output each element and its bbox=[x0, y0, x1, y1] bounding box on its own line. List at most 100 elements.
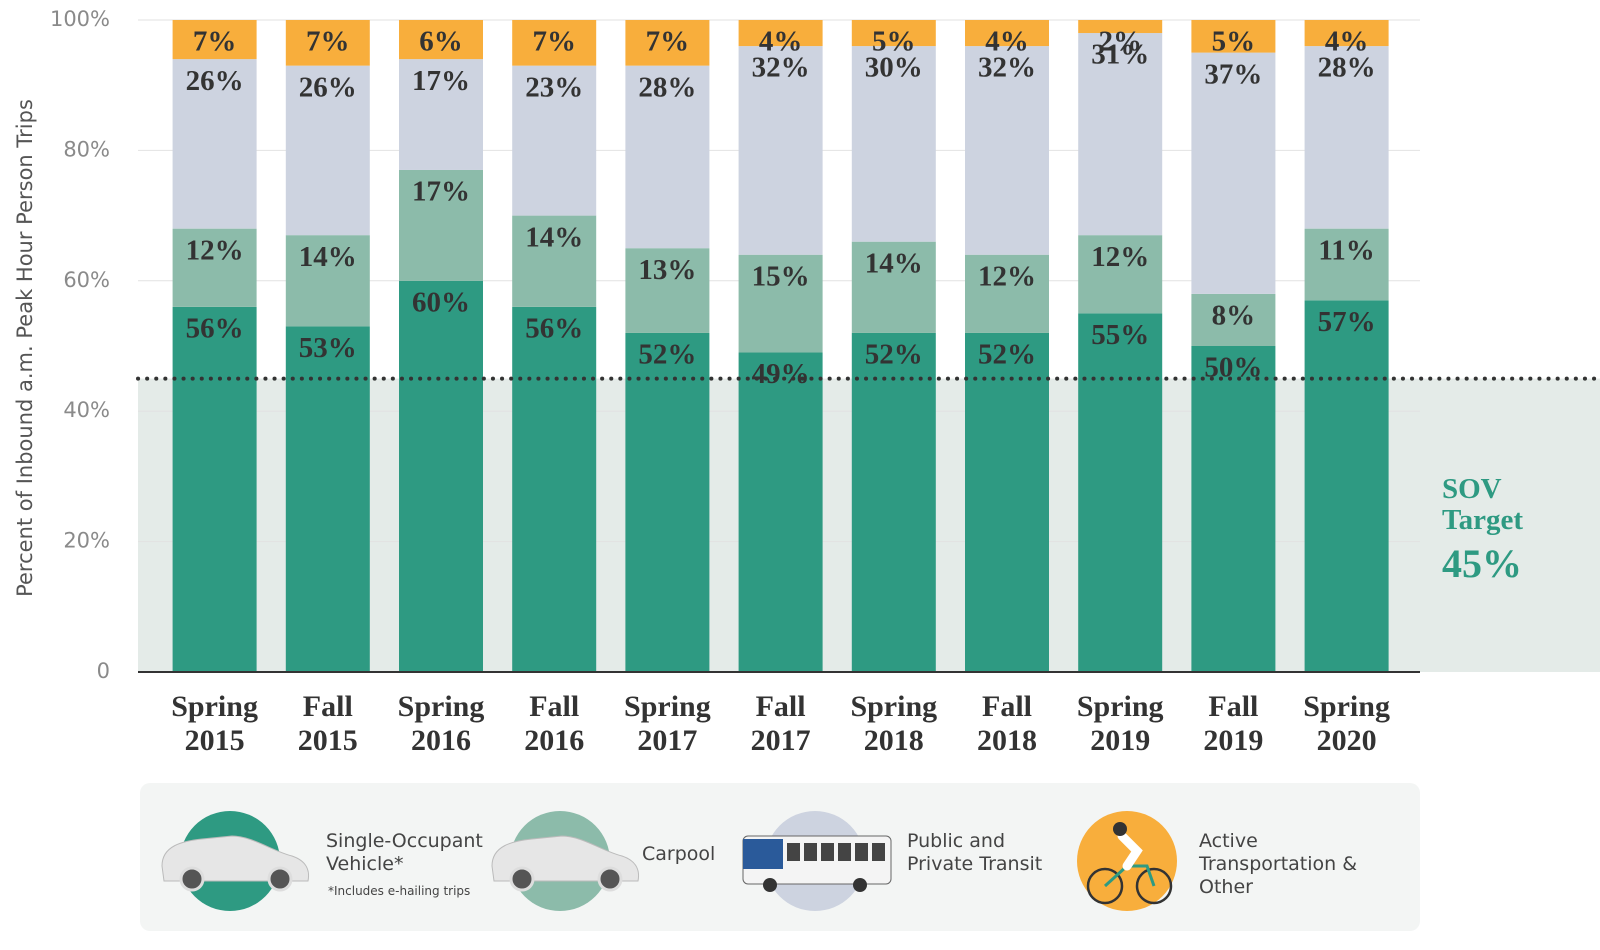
wheel bbox=[597, 866, 623, 892]
bar-segment bbox=[1078, 20, 1163, 34]
value-label: 26% bbox=[186, 65, 244, 97]
value-label: 15% bbox=[752, 260, 810, 292]
value-label: 4% bbox=[759, 26, 803, 58]
x-tick-label: Fall 2016 bbox=[524, 690, 585, 757]
value-label: 14% bbox=[525, 221, 583, 253]
wheel bbox=[267, 866, 293, 892]
x-tick-label: Fall 2018 bbox=[977, 690, 1037, 757]
bar-segment bbox=[512, 215, 597, 307]
bar-segment bbox=[1078, 313, 1163, 672]
legend-label: Public and Private Transit bbox=[907, 830, 1043, 875]
value-label: 8% bbox=[1212, 299, 1256, 331]
bar-segment bbox=[625, 20, 710, 66]
bar-segment bbox=[738, 254, 823, 353]
value-label: 57% bbox=[1318, 306, 1376, 338]
x-tick-label: Fall 2017 bbox=[750, 690, 811, 757]
bike-wheel bbox=[1135, 867, 1173, 905]
bar-segment bbox=[1191, 293, 1276, 346]
value-label: 14% bbox=[865, 247, 923, 279]
bar-segment bbox=[285, 20, 370, 66]
value-label: 32% bbox=[978, 52, 1036, 84]
value-label: 50% bbox=[1204, 352, 1262, 384]
value-label: 12% bbox=[978, 260, 1036, 292]
bar-segment bbox=[965, 46, 1049, 255]
bus-window bbox=[787, 843, 800, 861]
y-tick-label: 20% bbox=[63, 529, 110, 553]
x-tick-label: Fall 2019 bbox=[1203, 690, 1264, 757]
y-axis-title: Percent of Inbound a.m. Peak Hour Person… bbox=[13, 99, 37, 597]
bar-segment bbox=[512, 65, 597, 216]
bus-window bbox=[838, 843, 851, 861]
value-label: 11% bbox=[1318, 234, 1374, 266]
bar-segment bbox=[285, 326, 370, 672]
bar-segment bbox=[851, 241, 936, 333]
bar-segment bbox=[965, 254, 1049, 333]
bar-segment bbox=[399, 20, 483, 60]
wheel bbox=[763, 878, 777, 892]
value-label: 7% bbox=[193, 26, 237, 58]
bar-segment bbox=[738, 46, 823, 255]
value-label: 60% bbox=[412, 286, 470, 318]
value-label: 7% bbox=[646, 26, 690, 58]
legend-note: *Includes e-hailing trips bbox=[328, 884, 471, 898]
bar-segment bbox=[172, 228, 257, 307]
bar-segment bbox=[512, 20, 597, 66]
bar-segment bbox=[285, 65, 370, 236]
value-label: 52% bbox=[865, 339, 923, 371]
bar-segment bbox=[851, 332, 936, 672]
bar-segment bbox=[399, 59, 483, 170]
bar-segment bbox=[285, 235, 370, 327]
value-label: 5% bbox=[1212, 26, 1256, 58]
wheel bbox=[179, 866, 205, 892]
value-label: 56% bbox=[186, 313, 244, 345]
x-tick-label: Spring 2016 bbox=[397, 690, 485, 757]
value-label: 5% bbox=[872, 26, 916, 58]
bar-segment bbox=[1304, 228, 1389, 301]
bar-segment bbox=[399, 169, 483, 281]
value-label: 28% bbox=[638, 71, 696, 103]
x-tick-label: Fall 2015 bbox=[297, 690, 358, 757]
bar-segment bbox=[965, 20, 1049, 47]
y-tick-label: 40% bbox=[63, 398, 110, 422]
bar-segment bbox=[172, 59, 257, 229]
bar-segment bbox=[1191, 20, 1276, 53]
bus-window bbox=[872, 843, 885, 861]
rider bbox=[1117, 831, 1143, 871]
value-label: 12% bbox=[1091, 241, 1149, 273]
bike-wheel bbox=[1086, 867, 1124, 905]
x-tick-label: Spring 2015 bbox=[171, 690, 258, 757]
value-label: 49% bbox=[752, 358, 810, 390]
value-label: 52% bbox=[978, 339, 1036, 371]
target-value: 45% bbox=[1442, 541, 1522, 586]
value-label: 53% bbox=[299, 332, 357, 364]
bar-segment bbox=[738, 20, 823, 47]
value-label: 56% bbox=[525, 313, 583, 345]
x-tick-label: Spring 2019 bbox=[1076, 690, 1164, 757]
value-label: 4% bbox=[1325, 26, 1369, 58]
value-label: 4% bbox=[985, 26, 1029, 58]
value-label: 17% bbox=[412, 65, 470, 97]
y-tick-label: 80% bbox=[63, 137, 110, 161]
rider-head bbox=[1113, 822, 1127, 836]
bar-segment bbox=[738, 352, 823, 672]
bars bbox=[172, 20, 1389, 672]
legend-label: Carpool bbox=[642, 843, 716, 865]
bar-segment bbox=[965, 332, 1049, 672]
bus-window bbox=[855, 843, 868, 861]
value-label: 26% bbox=[299, 71, 357, 103]
value-label: 7% bbox=[532, 26, 576, 58]
value-label: 7% bbox=[306, 26, 350, 58]
target-label: SOV Target bbox=[1442, 473, 1524, 536]
value-label: 30% bbox=[865, 52, 923, 84]
bar-segment bbox=[1304, 20, 1389, 47]
bar-segment bbox=[851, 20, 936, 47]
value-label: 6% bbox=[419, 26, 463, 58]
bus-stripe bbox=[743, 839, 783, 869]
bar-segment bbox=[1191, 346, 1276, 672]
value-label: 17% bbox=[412, 176, 470, 208]
y-tick-label: 60% bbox=[63, 268, 110, 292]
wheel bbox=[509, 866, 535, 892]
value-label: 31% bbox=[1091, 39, 1149, 71]
